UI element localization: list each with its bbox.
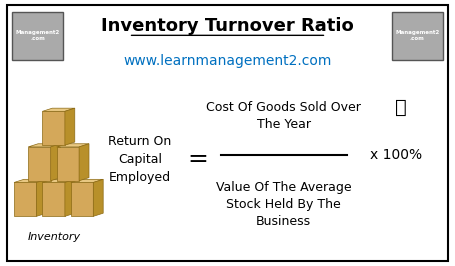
Polygon shape (42, 108, 75, 111)
Polygon shape (42, 111, 65, 145)
Polygon shape (42, 179, 75, 182)
Polygon shape (56, 147, 79, 181)
Polygon shape (28, 147, 51, 181)
Text: Management2
.com: Management2 .com (395, 30, 439, 41)
Text: Return On
Capital
Employed: Return On Capital Employed (108, 135, 172, 184)
Polygon shape (71, 182, 93, 216)
FancyBboxPatch shape (392, 12, 443, 60)
Polygon shape (79, 144, 89, 181)
Polygon shape (14, 179, 46, 182)
Polygon shape (65, 108, 75, 145)
Polygon shape (56, 144, 89, 147)
Text: Cost Of Goods Sold Over
The Year: Cost Of Goods Sold Over The Year (206, 101, 361, 131)
Text: Inventory: Inventory (28, 232, 81, 242)
Text: Value Of The Average
Stock Held By The
Business: Value Of The Average Stock Held By The B… (216, 181, 352, 228)
FancyBboxPatch shape (12, 12, 63, 60)
FancyBboxPatch shape (7, 5, 448, 261)
Polygon shape (93, 179, 103, 216)
Text: x 100%: x 100% (370, 148, 422, 162)
Polygon shape (51, 144, 61, 181)
Polygon shape (36, 179, 46, 216)
Text: Inventory Turnover Ratio: Inventory Turnover Ratio (101, 17, 354, 35)
Polygon shape (65, 179, 75, 216)
Text: Management2
.com: Management2 .com (16, 30, 60, 41)
Text: =: = (188, 147, 209, 171)
Polygon shape (14, 182, 36, 216)
Polygon shape (71, 179, 103, 182)
Polygon shape (42, 182, 65, 216)
Text: www.learnmanagement2.com: www.learnmanagement2.com (123, 54, 332, 68)
Text: 📋: 📋 (394, 97, 406, 117)
Polygon shape (28, 144, 61, 147)
